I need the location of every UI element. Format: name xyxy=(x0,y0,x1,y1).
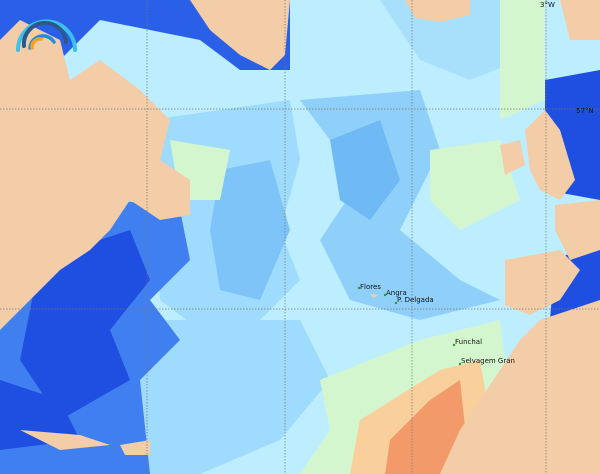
place-label: Funchal xyxy=(455,338,482,346)
africa xyxy=(440,300,600,474)
concentric-arcs-logo-icon xyxy=(16,19,77,52)
place-label: Flores xyxy=(360,283,381,291)
british-isles xyxy=(525,110,575,200)
europe xyxy=(555,200,600,260)
grid-label-lat: 57°N xyxy=(576,107,594,115)
hispaniola xyxy=(120,440,150,455)
greenland xyxy=(190,0,290,70)
north-america xyxy=(0,20,190,330)
place-label: Angra xyxy=(386,289,407,297)
azores-islands xyxy=(370,294,378,298)
ireland xyxy=(500,140,525,175)
iberia xyxy=(505,250,580,315)
place-markers: Flores Angra P. Delgada Funchal Selvagem… xyxy=(357,283,515,366)
iceland-north xyxy=(405,0,470,22)
cuba xyxy=(20,430,110,450)
scandinavia xyxy=(560,0,600,40)
grid-label-lon: 3°W xyxy=(540,1,555,9)
place-label: P. Delgada xyxy=(397,296,434,304)
place-label: Selvagem Gran xyxy=(461,357,515,365)
